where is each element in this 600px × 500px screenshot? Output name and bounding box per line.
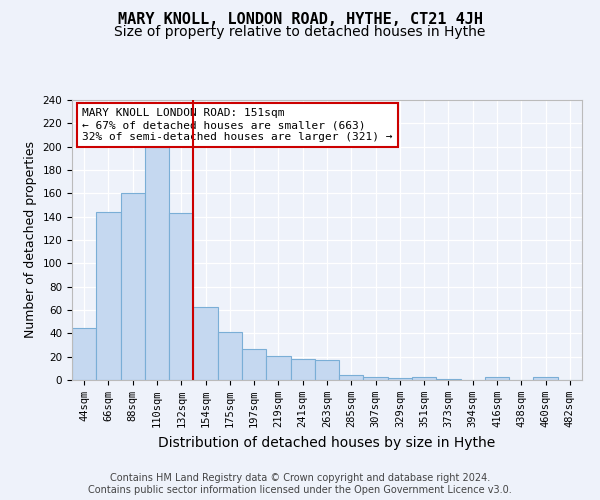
Bar xyxy=(339,376,364,380)
Bar xyxy=(364,376,388,380)
X-axis label: Distribution of detached houses by size in Hythe: Distribution of detached houses by size … xyxy=(158,436,496,450)
Text: Contains HM Land Registry data © Crown copyright and database right 2024.
Contai: Contains HM Land Registry data © Crown c… xyxy=(88,474,512,495)
Text: MARY KNOLL LONDON ROAD: 151sqm
← 67% of detached houses are smaller (663)
32% of: MARY KNOLL LONDON ROAD: 151sqm ← 67% of … xyxy=(82,108,392,142)
Bar xyxy=(412,376,436,380)
Bar xyxy=(388,378,412,380)
Bar xyxy=(533,376,558,380)
Text: MARY KNOLL, LONDON ROAD, HYTHE, CT21 4JH: MARY KNOLL, LONDON ROAD, HYTHE, CT21 4JH xyxy=(118,12,482,28)
Bar xyxy=(485,376,509,380)
Bar xyxy=(315,360,339,380)
Bar xyxy=(242,348,266,380)
Bar xyxy=(290,359,315,380)
Bar xyxy=(121,194,145,380)
Text: Size of property relative to detached houses in Hythe: Size of property relative to detached ho… xyxy=(115,25,485,39)
Bar xyxy=(169,213,193,380)
Bar xyxy=(145,146,169,380)
Y-axis label: Number of detached properties: Number of detached properties xyxy=(24,142,37,338)
Bar xyxy=(193,306,218,380)
Bar xyxy=(218,332,242,380)
Bar xyxy=(72,328,96,380)
Bar xyxy=(96,212,121,380)
Bar xyxy=(436,379,461,380)
Bar xyxy=(266,356,290,380)
